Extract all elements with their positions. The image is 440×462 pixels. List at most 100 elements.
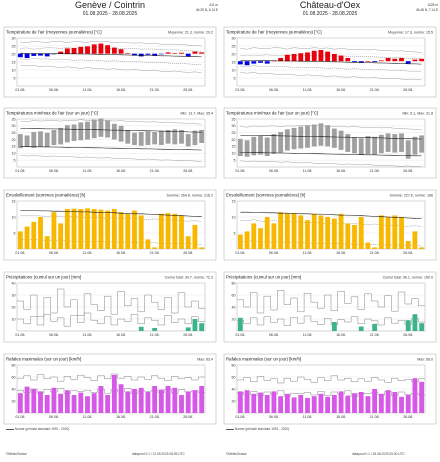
data-bar <box>399 217 404 249</box>
data-bar <box>365 242 371 249</box>
minmax-bar <box>419 135 425 153</box>
norm-legend-swatch-right <box>226 428 234 430</box>
chart-panel-right-1: Températures min/max de l'air (sur un jo… <box>223 107 437 179</box>
data-bar <box>385 58 391 62</box>
data-bar <box>392 58 398 62</box>
data-bar <box>405 320 411 331</box>
x-tick-label: 16.08. <box>336 251 346 255</box>
x-tick-label: 26.08. <box>403 333 413 337</box>
x-tick-label: 16.08. <box>336 333 346 337</box>
data-bar <box>298 215 304 249</box>
data-bar <box>298 395 304 413</box>
minmax-bar <box>38 131 43 147</box>
minmax-bar <box>311 124 317 147</box>
data-bar <box>118 212 124 249</box>
data-bar <box>132 53 137 56</box>
data-bar <box>145 53 151 55</box>
data-bar <box>138 215 144 249</box>
x-tick-label: 01.08. <box>15 169 25 173</box>
data-bar <box>38 391 43 413</box>
y-tick-label: 5 <box>234 158 236 162</box>
logo-right: ©MeteoSuisse <box>226 452 247 456</box>
data-bar <box>199 247 205 249</box>
x-tick-label: 26.08. <box>403 169 413 173</box>
band-lower-step <box>17 388 205 395</box>
data-bar <box>378 393 384 413</box>
y-tick-label: 15 <box>232 145 236 149</box>
data-bar <box>185 236 191 249</box>
data-bar <box>352 225 357 249</box>
data-bar <box>31 221 37 249</box>
minmax-bar <box>17 134 23 149</box>
x-tick-label: 01.08. <box>235 333 245 337</box>
data-bar <box>358 326 364 331</box>
chart-title: Température de l'air (moyennes journaliè… <box>6 30 102 35</box>
minmax-bar <box>64 125 70 143</box>
data-bar <box>291 54 297 62</box>
data-bar <box>251 61 257 64</box>
chart-title: Température de l'air (moyennes journaliè… <box>226 30 322 35</box>
chart-stat: Min: 6.1, Max: 31.8 <box>402 112 433 116</box>
chart-title: Températures min/max de l'air (sur un jo… <box>226 111 318 116</box>
x-tick-label: 21.08. <box>370 251 380 255</box>
data-bar <box>185 327 191 331</box>
band-upper-line <box>240 54 422 60</box>
minmax-bar <box>192 130 198 146</box>
y-tick-label: 10 <box>232 152 236 156</box>
data-bar <box>325 396 331 413</box>
data-bar <box>264 217 270 249</box>
data-bar <box>365 61 371 62</box>
data-bar <box>392 215 398 249</box>
band-upper-line <box>240 219 422 227</box>
minmax-bar <box>399 133 404 152</box>
x-tick-label: 06.08. <box>269 333 279 337</box>
data-bar <box>378 215 384 249</box>
data-bar <box>152 247 158 249</box>
chart-stat: Max: 63.4 <box>197 358 213 362</box>
data-bar <box>419 323 425 331</box>
minmax-bar <box>165 129 171 144</box>
minmax-bar <box>325 125 331 147</box>
data-bar <box>305 52 310 62</box>
data-bar <box>64 48 70 54</box>
data-bar <box>291 213 297 249</box>
data-bar <box>298 53 304 62</box>
norm-min-line <box>240 152 422 157</box>
data-bar <box>291 397 297 413</box>
data-bar <box>258 392 263 413</box>
minmax-bar <box>244 140 250 157</box>
data-bar <box>111 209 117 249</box>
data-bar <box>338 55 344 62</box>
y-tick-label: 25 <box>12 44 16 48</box>
data-bar <box>251 393 257 413</box>
x-tick-label: 16.08. <box>116 251 126 255</box>
data-bar <box>17 231 23 249</box>
data-bar <box>91 393 97 413</box>
norm-legend-left: Norme (période standard 1991 - 2020) <box>14 427 70 431</box>
norm-legend-swatch-left <box>6 428 14 430</box>
y-tick-label: 5 <box>14 76 16 80</box>
data-bar <box>311 396 317 413</box>
y-tick-label: 20 <box>12 305 16 309</box>
charts-right-column: Température de l'air (moyennes journaliè… <box>223 26 437 425</box>
chart-title: Rafales maximales (sur un jour) [km/h] <box>226 357 301 362</box>
data-bar <box>58 223 64 249</box>
band-lower-line <box>20 58 202 65</box>
y-tick-label: 10 <box>232 215 236 219</box>
minmax-bar <box>278 132 284 153</box>
latlon-left: 46.25 N, 6.13 E <box>195 7 218 12</box>
x-tick-label: 21.08. <box>370 88 380 92</box>
data-bar <box>145 392 151 413</box>
x-tick-label: 06.08. <box>269 169 279 173</box>
data-bar <box>264 61 270 64</box>
x-tick-label: 16.08. <box>116 88 126 92</box>
data-bar <box>132 389 137 413</box>
minmax-bar <box>145 131 151 146</box>
chart-panel-left-3: Précipitations (cumul sur un jour) [mm] C… <box>3 271 217 343</box>
minmax-bar <box>298 126 304 149</box>
y-tick-label: 25 <box>232 44 236 48</box>
data-bar <box>64 390 70 413</box>
x-tick-label: 01.08. <box>235 415 245 419</box>
station-coords-left: 411 m 46.25 N, 6.13 E <box>196 3 218 12</box>
y-tick-label: 5 <box>14 158 16 162</box>
